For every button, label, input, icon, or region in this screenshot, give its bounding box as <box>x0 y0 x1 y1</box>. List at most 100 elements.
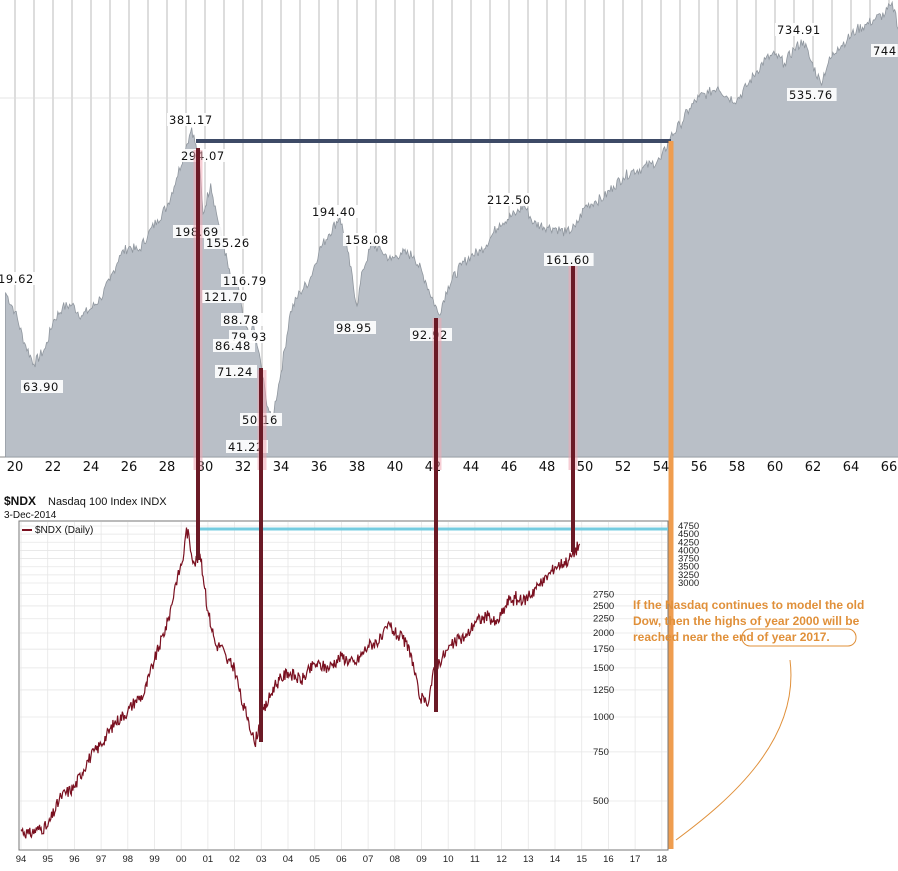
dow-label-bg <box>871 44 898 57</box>
dow-x-tick: 58 <box>729 460 746 475</box>
dow-value-label: 294.07 <box>181 149 225 163</box>
ndx-x-tick: 02 <box>229 854 240 865</box>
annotation-text: If the Nasdaq continues to model the old… <box>633 598 864 644</box>
ndx-x-tick: 14 <box>550 854 561 865</box>
dow-value-label: 98.95 <box>336 321 372 335</box>
dow-value-label: 212.50 <box>487 193 531 207</box>
ndx-x-tick: 18 <box>657 854 668 865</box>
dow-label-bg <box>775 23 825 36</box>
ndx-y-tick: 3000 <box>678 578 699 589</box>
ndx-x-tick: 12 <box>496 854 507 865</box>
dow-label-bg <box>202 290 252 303</box>
dow-x-tick: 64 <box>843 460 860 475</box>
ndx-y-tick: 4250 <box>678 537 699 548</box>
dow-label-bg <box>334 321 376 334</box>
annotation-highlight-oval <box>741 628 857 647</box>
ndx-x-tick: 09 <box>416 854 427 865</box>
ndx-x-tick: 06 <box>336 854 347 865</box>
ndx-x-tick: 15 <box>576 854 587 865</box>
ndx-y-tick: 1250 <box>593 685 614 696</box>
ndx-y-tick: 500 <box>593 796 609 807</box>
ndx-x-tick: 07 <box>363 854 374 865</box>
ndx-y-tick: 750 <box>593 747 609 758</box>
dow-label-bg <box>485 193 535 206</box>
dow-x-tick: 26 <box>121 460 138 475</box>
ndx-x-tick: 94 <box>16 854 27 865</box>
dow-x-tick: 44 <box>463 460 480 475</box>
ndx-x-tick: 11 <box>470 854 480 865</box>
dow-value-label: 19.62 <box>0 272 34 286</box>
dow-x-tick: 50 <box>577 460 594 475</box>
nasdaq-x-axis: 94 95 96 97 98 99 00 01 02 03 04 05 06 07 08 09 10 11 12 13… <box>16 854 667 865</box>
dow-value-label: 194.40 <box>312 205 356 219</box>
old-dow-chart: 381.17294.07198.69155.26116.79121.7088.7… <box>0 0 898 475</box>
dow-x-tick: 28 <box>159 460 176 475</box>
dow-value-label: 88.78 <box>223 313 259 327</box>
dow-x-tick: 52 <box>615 460 632 475</box>
dow-x-tick: 40 <box>387 460 404 475</box>
dow-x-tick: 46 <box>501 460 518 475</box>
ndx-x-tick: 99 <box>149 854 160 865</box>
chart-date: 3-Dec-2014 <box>4 510 57 521</box>
dow-x-tick: 66 <box>881 460 898 475</box>
dow-x-axis: 2022242628303234363840424446485052545658… <box>7 460 898 475</box>
dow-label-bg <box>221 313 263 326</box>
dow-x-tick: 20 <box>7 460 24 475</box>
ndx-y-tick: 1500 <box>593 663 614 674</box>
ndx-y-tick: 4750 <box>678 521 699 532</box>
dow-x-tick: 48 <box>539 460 556 475</box>
ndx-y-tick: 4500 <box>678 529 699 540</box>
dow-label-bg <box>215 365 257 378</box>
ndx-x-tick: 03 <box>256 854 267 865</box>
ndx-y-tick: 1750 <box>593 644 614 655</box>
dow-x-tick: 36 <box>311 460 328 475</box>
ndx-x-tick: 00 <box>176 854 187 865</box>
dow-x-tick: 24 <box>83 460 100 475</box>
dow-value-label: 41.22 <box>228 440 264 454</box>
ndx-x-tick: 98 <box>123 854 134 865</box>
ndx-series-line <box>20 527 581 839</box>
dow-value-label: 63.90 <box>23 380 59 394</box>
ndx-x-tick: 16 <box>603 854 614 865</box>
dow-label-bg <box>544 253 594 266</box>
chart-title: $NDX <box>4 494 36 508</box>
ndx-x-tick: 05 <box>309 854 320 865</box>
dow-value-label: 535.76 <box>789 88 833 102</box>
ndx-y-tick: 2000 <box>593 628 614 639</box>
dow-label-bg <box>221 274 271 287</box>
ndx-x-tick: 97 <box>96 854 107 865</box>
dow-value-label: 744 <box>873 44 897 58</box>
dow-label-bg <box>343 233 393 246</box>
dow-value-label: 86.48 <box>215 339 251 353</box>
dow-label-bg <box>21 380 63 393</box>
dow-label-bg <box>213 339 255 352</box>
ndx-x-tick: 08 <box>390 854 401 865</box>
ndx-y-tick: 3250 <box>678 570 699 581</box>
ndx-x-tick: 95 <box>42 854 53 865</box>
dow-label-bg <box>310 205 360 218</box>
chart-subtitle: Nasdaq 100 Index INDX <box>48 496 167 508</box>
ndx-y-tick: 2750 <box>593 589 614 600</box>
ndx-y-tick: 4000 <box>678 545 699 556</box>
ndx-x-tick: 96 <box>69 854 80 865</box>
connector-lines <box>193 139 674 849</box>
dow-value-labels: 381.17294.07198.69155.26116.79121.7088.7… <box>0 23 898 454</box>
dow-value-label: 161.60 <box>546 253 590 267</box>
dow-x-tick: 32 <box>235 460 252 475</box>
dow-x-tick: 38 <box>349 460 366 475</box>
annotation-arrow <box>675 659 792 841</box>
ndx-x-tick: 13 <box>523 854 534 865</box>
dow-value-label: 158.08 <box>345 233 389 247</box>
nasdaq-chart: $NDX Nasdaq 100 Index INDX 3-Dec-2014 $N… <box>4 494 699 865</box>
ndx-x-tick: 17 <box>630 854 641 865</box>
ndx-y-tick: 3750 <box>678 554 699 565</box>
dow-x-tick: 60 <box>767 460 784 475</box>
dow-value-label: 734.91 <box>777 23 821 37</box>
dow-x-tick: 62 <box>805 460 822 475</box>
ndx-y-tick: 1000 <box>593 712 614 723</box>
ndx-y-tick: 2250 <box>593 614 614 625</box>
dow-value-label: 381.17 <box>169 113 213 127</box>
ndx-x-tick: 10 <box>443 854 454 865</box>
dow-x-tick: 34 <box>273 460 290 475</box>
